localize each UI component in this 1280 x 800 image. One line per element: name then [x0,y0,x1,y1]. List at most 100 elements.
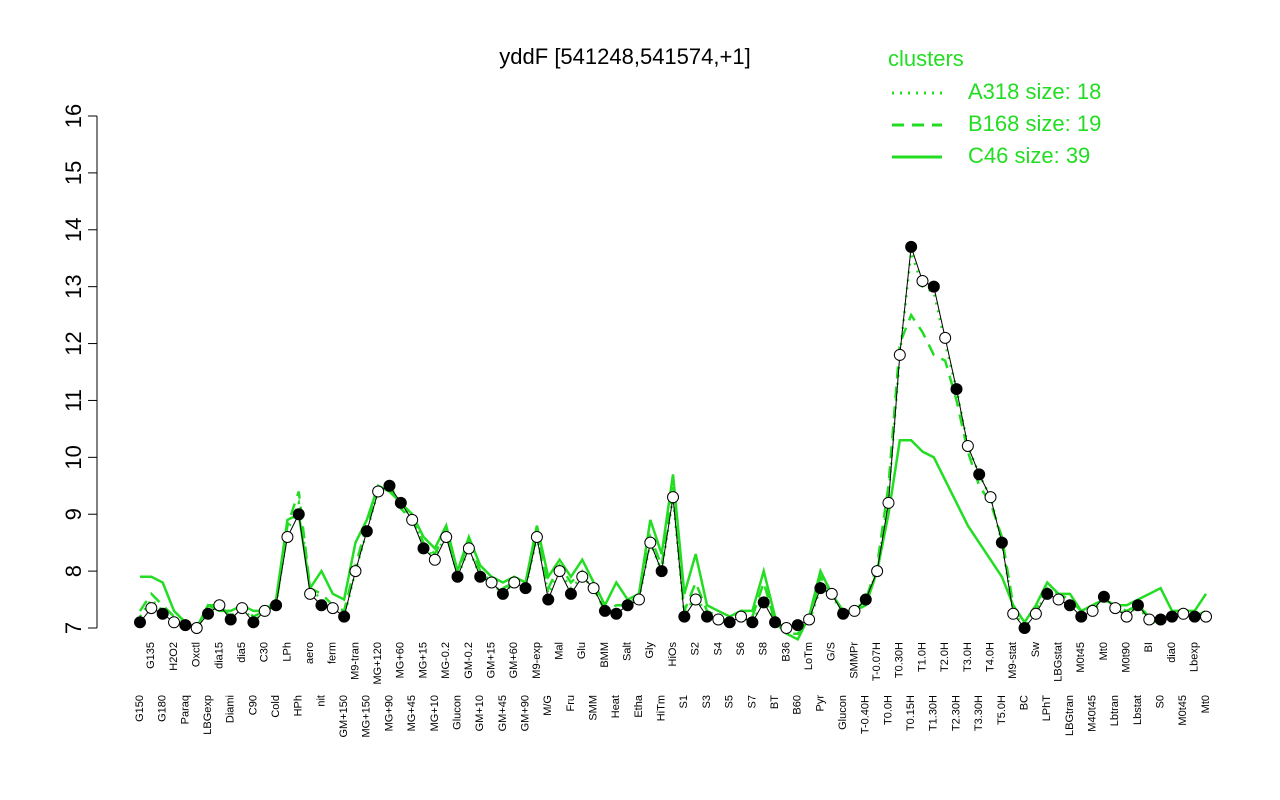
x-tick-label: MG+45 [406,695,418,731]
chart-title: yddF [541248,541574,+1] [499,44,750,69]
point [1188,610,1201,623]
point [462,542,475,555]
point [519,582,532,595]
x-tick-label: M9-exp [531,642,543,679]
x-tick-label: LoTm [803,642,815,670]
point [474,570,487,583]
y-tick-label: 13 [61,274,86,298]
x-tick-label: aero [304,642,316,664]
point [247,616,260,629]
y-tick-label: 15 [61,161,86,185]
point [428,553,441,566]
point [927,280,940,293]
point [848,604,861,617]
point [281,530,294,543]
x-tick-label: G/S [826,642,838,661]
x-tick-label: MG+10 [429,695,441,731]
x-tick-label: M/G [542,695,554,716]
x-tick-label: T-0.07H [871,642,883,681]
point [712,613,725,626]
point [258,604,271,617]
x-tick-label: LPh [281,642,293,662]
x-tick-label: S6 [735,642,747,655]
point [168,616,181,629]
point [134,616,146,629]
point [1086,604,1099,617]
point [1018,622,1031,634]
point [1154,613,1167,626]
point [292,508,305,521]
x-tick-label: HiTm [656,695,668,721]
point [508,576,521,589]
point [564,587,577,600]
point [542,593,555,606]
point [598,604,611,617]
point [440,530,453,543]
x-tick-label: S0 [1155,695,1167,708]
point [156,607,169,620]
point [1177,607,1190,620]
x-tick-label: T3.30H [973,695,985,731]
x-tick-label: Mt0 [1098,642,1110,660]
legend-label: C46 size: 39 [968,143,1090,168]
x-tick-label: T1.0H [916,642,928,672]
point [655,565,668,578]
x-tick-label: MG+15 [417,642,429,678]
point [1041,587,1054,600]
point [1200,610,1212,623]
point [610,607,623,620]
point [202,607,215,620]
cluster-line [140,439,1208,642]
point [1052,593,1065,606]
legend-title: clusters [888,46,964,71]
point [769,616,782,629]
x-tick-label: G135 [145,642,157,669]
x-tick-label: MG+90 [383,695,395,731]
x-tick-label: S7 [746,695,758,708]
x-tick-label: S3 [701,695,713,708]
x-tick-label: C90 [247,695,259,715]
point [1097,590,1110,603]
x-tick-label: MG+120 [372,642,384,685]
x-tick-label: M0t45 [1177,695,1189,726]
x-tick-label: G180 [157,695,169,722]
x-tick-label: M0t45 [1075,642,1087,673]
point [576,570,589,583]
x-tick-label: S4 [712,642,724,655]
point [995,536,1008,549]
x-tick-label: Cold [270,695,282,718]
x-tick-label: M9-tran [349,642,361,680]
point [417,542,430,555]
x-tick-label: GM-0.2 [463,642,475,679]
x-tick-label: MG+150 [361,695,373,738]
x-tick-label: nit [315,695,327,707]
point [803,613,816,626]
x-tick-label: Heat [610,695,622,718]
point [1165,610,1178,623]
cluster-line [138,312,1207,635]
x-tick-label: MG-0.2 [440,642,452,679]
point [621,599,634,612]
legend-label: B168 size: 19 [968,111,1101,136]
point [678,610,691,623]
point [236,602,249,615]
point [723,616,736,629]
y-tick-label: 7 [61,622,86,634]
point [825,587,838,600]
point [667,491,679,504]
x-tick-label: Gly [644,642,656,659]
point [701,610,714,623]
point [1029,607,1042,620]
point [587,582,600,595]
x-tick-label: C30 [259,642,271,662]
y-tick-label: 11 [61,389,86,412]
x-tick-label: GM+150 [338,695,350,738]
x-tick-label: Pyr [814,695,826,712]
point [383,479,396,492]
x-tick-label: LBGstat [1052,642,1064,682]
x-tick-label: M40t45 [1087,695,1099,732]
x-tick-label: BC [1018,695,1030,710]
x-tick-label: ferm [327,642,339,664]
point [394,496,407,509]
